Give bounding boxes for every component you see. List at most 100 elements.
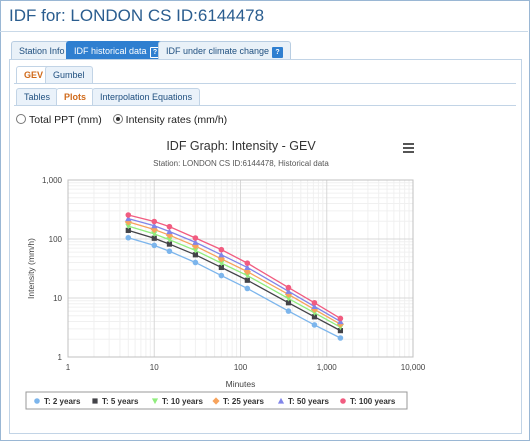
- tab-label: Station Info: [19, 46, 65, 56]
- page-title: IDF for: LONDON CS ID:6144478: [9, 6, 265, 25]
- data-point: [218, 264, 224, 271]
- data-point: [310, 305, 319, 314]
- value-type-radio-group: Total PPT (mm) Intensity rates (mm/h): [16, 114, 235, 126]
- data-point: [311, 303, 318, 310]
- tab-label: Tables: [24, 92, 51, 102]
- menu-bar: [403, 147, 414, 149]
- data-point: [311, 322, 318, 328]
- data-point: [166, 223, 173, 230]
- legend-marker: [34, 398, 40, 404]
- help-icon[interactable]: ?: [272, 47, 284, 58]
- data-point: [244, 272, 251, 279]
- data-point: [151, 242, 158, 249]
- data-point: [218, 260, 225, 267]
- legend-label: T: 25 years: [223, 397, 264, 406]
- y-tick-label: 10: [53, 294, 62, 303]
- legend-marker: [340, 398, 346, 404]
- data-point: [285, 308, 292, 314]
- data-point: [337, 328, 344, 334]
- chart-subtitle: Station: LONDON CS ID:6144478, Historica…: [153, 159, 329, 168]
- legend-item[interactable]: T: 25 years: [212, 397, 264, 406]
- legend-marker: [277, 397, 285, 404]
- data-point: [337, 335, 344, 341]
- data-point: [285, 288, 292, 294]
- legend-label: T: 100 years: [350, 397, 396, 406]
- tab-label: Gumbel: [53, 70, 85, 80]
- data-point: [125, 223, 132, 230]
- data-point: [166, 241, 173, 247]
- data-point: [218, 251, 225, 258]
- tab-idf-historical-data[interactable]: IDF historical data?: [66, 41, 169, 60]
- tab-divider: [14, 83, 516, 84]
- x-tick-label: 10: [150, 363, 159, 372]
- tab-label: GEV: [24, 70, 44, 80]
- legend-marker: [212, 397, 220, 405]
- tab-label: Interpolation Equations: [100, 92, 193, 102]
- intensity-rates-radio[interactable]: [112, 114, 123, 124]
- data-point: [125, 234, 132, 241]
- data-point: [192, 247, 199, 254]
- legend-item[interactable]: T: 2 years: [34, 397, 81, 406]
- total-ppt-radio[interactable]: [16, 114, 26, 124]
- legend-item[interactable]: T: 5 years: [92, 397, 139, 406]
- x-tick-label: 10,000: [401, 363, 426, 372]
- title-divider: [0, 31, 528, 32]
- hamburger-menu-icon[interactable]: [403, 143, 414, 153]
- legend-label: T: 50 years: [288, 397, 329, 406]
- tab-label: IDF historical data: [74, 46, 147, 56]
- x-tick-label: 1,000: [317, 363, 338, 372]
- legend-item[interactable]: T: 100 years: [340, 397, 396, 406]
- y-tick-label: 1,000: [42, 176, 63, 185]
- chart-legend: T: 2 years T: 5 years T: 10 years T: 25 yea…: [25, 391, 408, 410]
- tab-idf-under-climate-change[interactable]: IDF under climate change?: [158, 41, 292, 60]
- series-t-5-years: [125, 227, 344, 334]
- data-point: [192, 252, 199, 258]
- data-point: [151, 222, 158, 229]
- data-point: [192, 259, 199, 266]
- data-point: [192, 235, 199, 241]
- data-point: [244, 264, 251, 271]
- legend-label: T: 10 years: [162, 397, 203, 406]
- menu-bar: [403, 143, 414, 145]
- data-point: [125, 215, 132, 222]
- menu-bar: [403, 151, 414, 153]
- data-point: [285, 284, 292, 291]
- x-tick-label: 1: [66, 363, 71, 372]
- data-point: [192, 239, 199, 245]
- data-point: [125, 227, 131, 233]
- data-point: [311, 299, 318, 306]
- data-point: [285, 295, 292, 302]
- data-point: [218, 272, 225, 279]
- legend-marker: [92, 398, 98, 404]
- y-tick-label: 100: [49, 235, 63, 244]
- data-point: [311, 310, 318, 316]
- data-point: [166, 248, 173, 255]
- data-point: [166, 237, 173, 243]
- data-point: [244, 277, 250, 283]
- series-t-2-years: [125, 234, 344, 341]
- data-point: [151, 218, 158, 225]
- y-axis-label: Intensity (mm/h): [26, 238, 36, 299]
- tab-interpolation-equations[interactable]: Interpolation Equations: [92, 88, 201, 105]
- chart-title: IDF Graph: Intensity - GEV: [166, 139, 316, 153]
- x-axis-label: Minutes: [226, 379, 256, 389]
- legend-item[interactable]: T: 50 years: [277, 397, 330, 406]
- data-point: [311, 314, 318, 320]
- data-point: [285, 300, 292, 306]
- data-point: [244, 285, 251, 292]
- data-point: [218, 246, 225, 253]
- tab-label: IDF under climate change: [166, 46, 270, 56]
- plot-border: [67, 179, 414, 358]
- legend-label: T: 5 years: [102, 397, 139, 406]
- data-point: [244, 260, 251, 266]
- radio-label: Total PPT (mm): [29, 114, 102, 126]
- legend-marker: [151, 398, 159, 405]
- series-t-10-years: [125, 223, 344, 331]
- tab-gumbel[interactable]: Gumbel: [45, 66, 93, 83]
- x-tick-label: 100: [234, 363, 248, 372]
- legend-item[interactable]: T: 10 years: [151, 397, 204, 406]
- data-point: [151, 235, 157, 241]
- radio-label: Intensity rates (mm/h): [125, 114, 228, 126]
